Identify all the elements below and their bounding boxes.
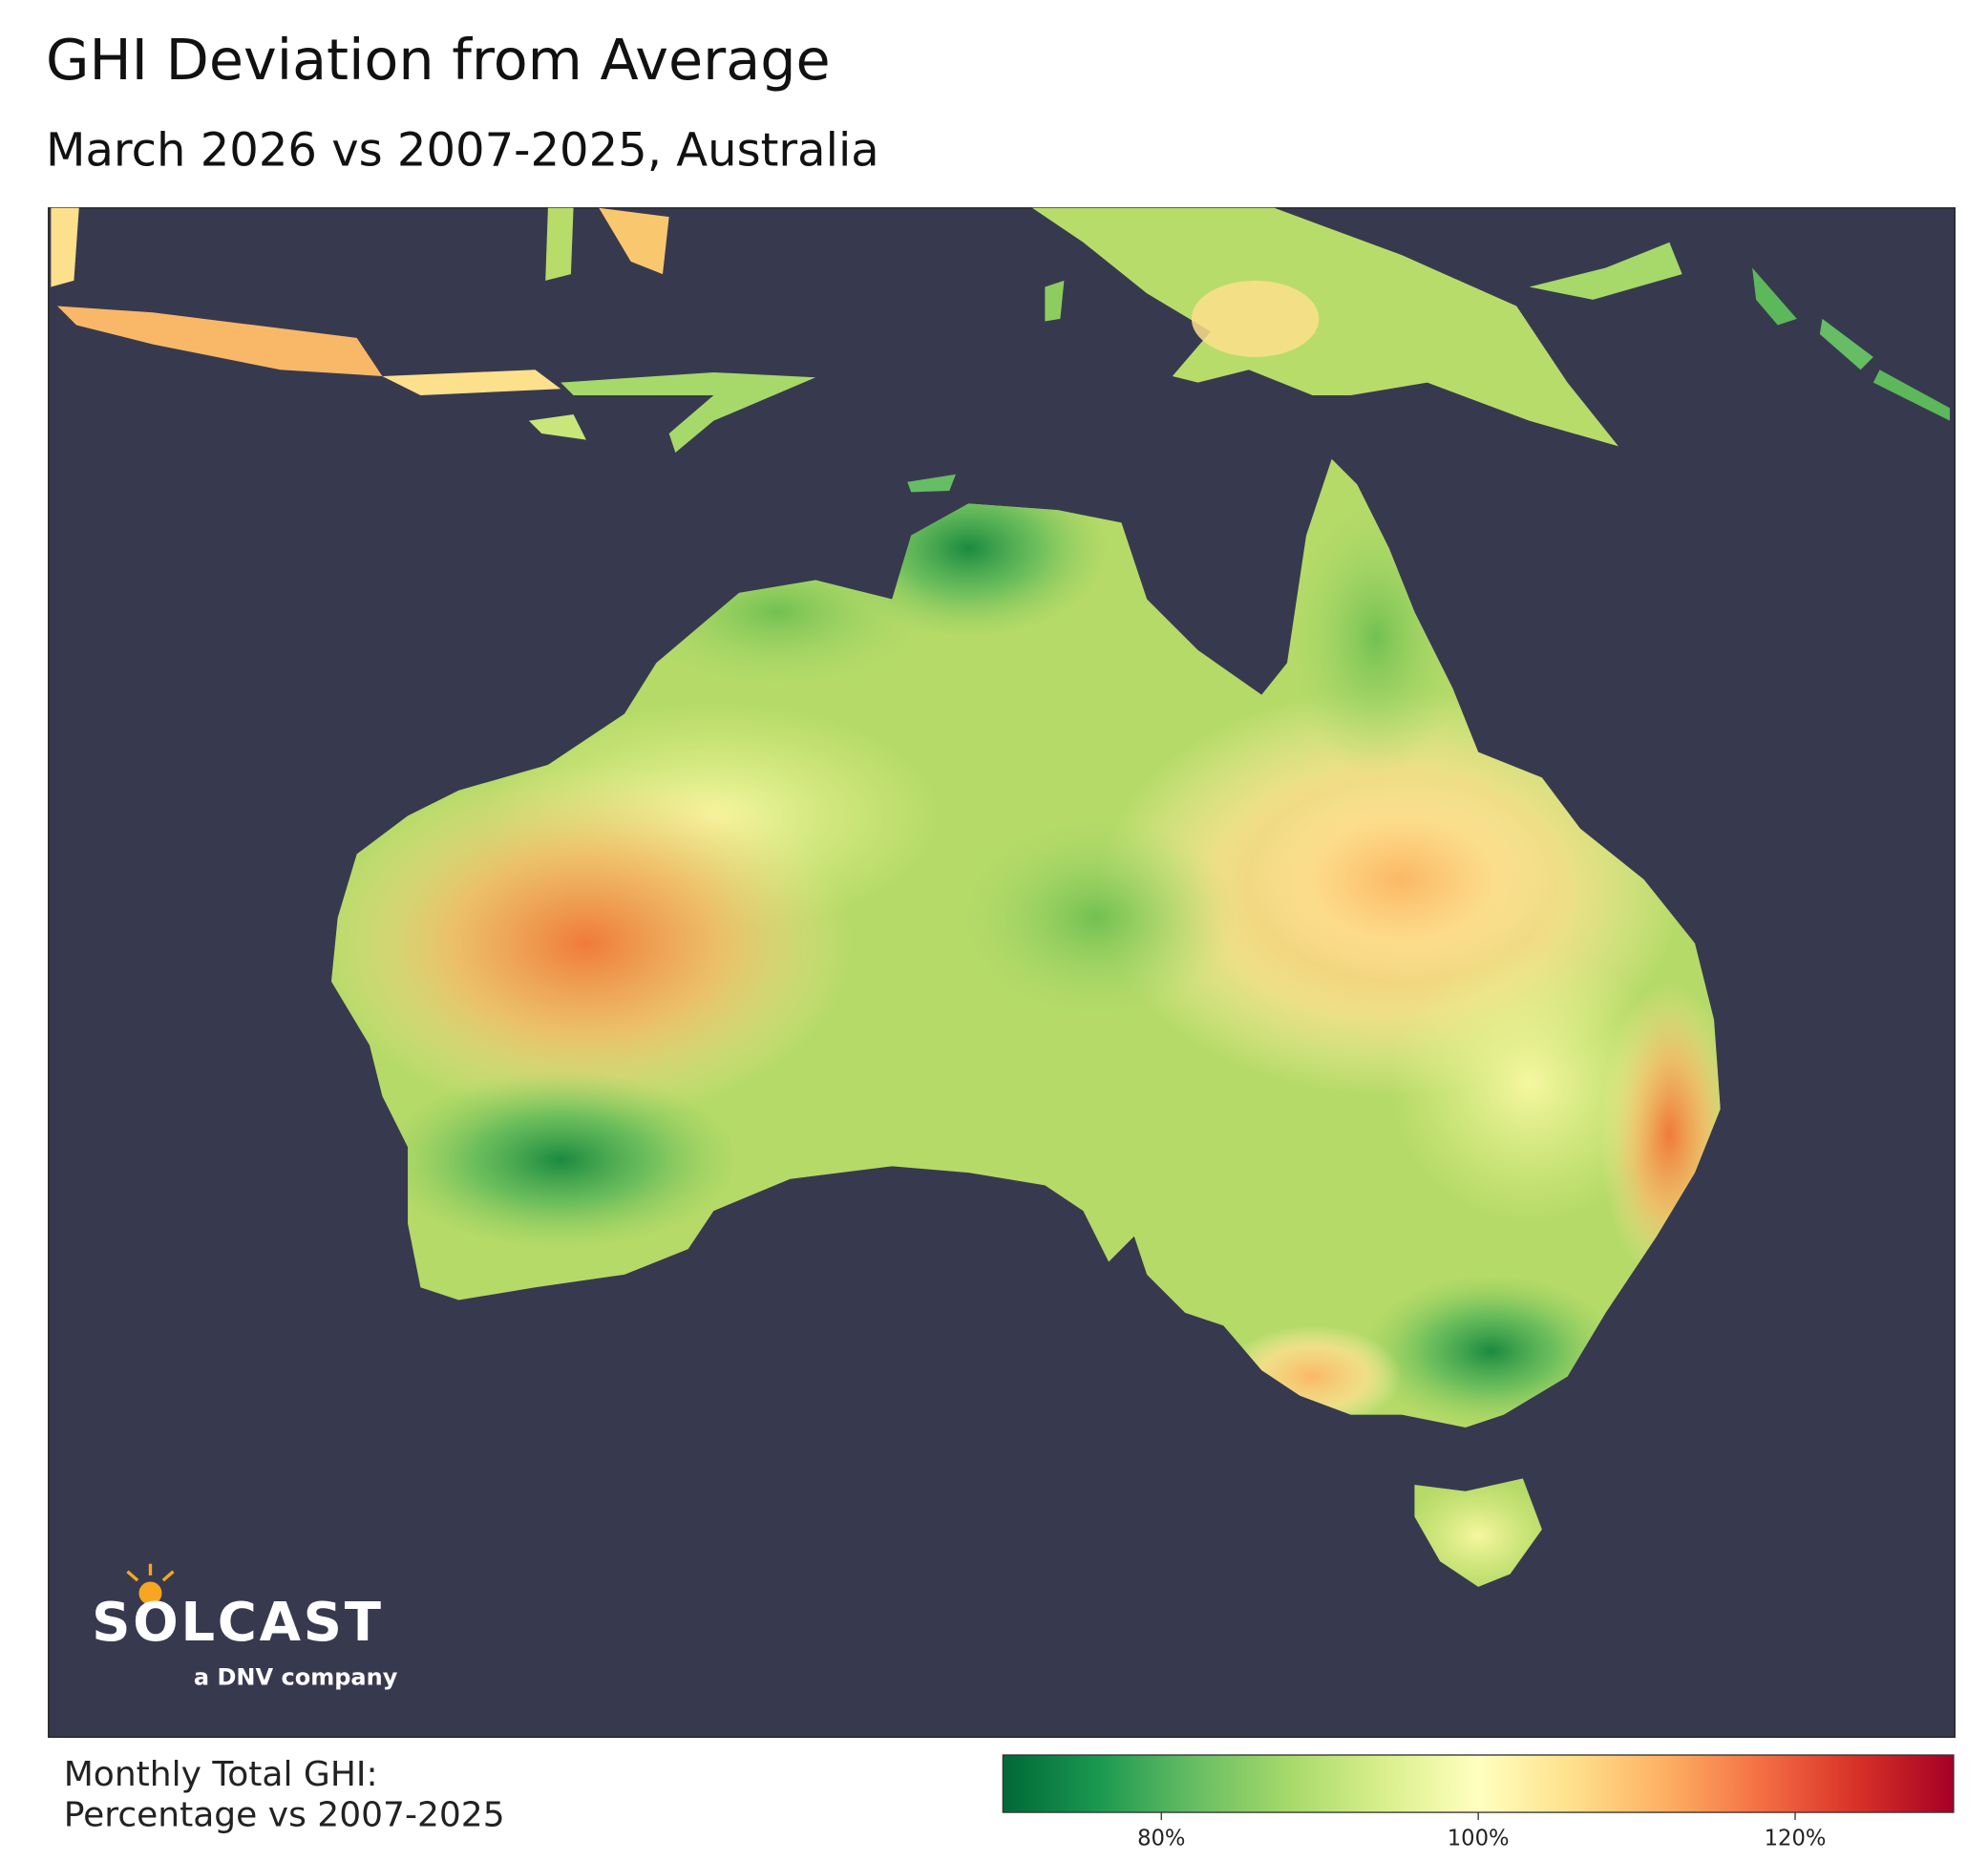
title: GHI Deviation from Average	[46, 27, 831, 93]
legend-title-line: Monthly Total GHI:	[64, 1755, 378, 1794]
logo-name: SOLCAST	[92, 1592, 384, 1654]
logo: SOLCAST a DNV company	[92, 1563, 398, 1691]
colorbar-tick-label: 100%	[1448, 1827, 1510, 1851]
legend-title: Monthly Total GHI:Percentage vs 2007-202…	[64, 1755, 505, 1835]
colorbar	[1002, 1754, 1955, 1813]
colorbar-tick-label: 120%	[1765, 1827, 1827, 1851]
colorbar-ticks: 80% 100% 120%	[1137, 1812, 1826, 1851]
logo-tagline: a DNV company	[194, 1664, 398, 1691]
colorbar-tick-label: 80%	[1137, 1827, 1185, 1851]
legend-title-line: Percentage vs 2007-2025	[64, 1796, 505, 1835]
subtitle: March 2026 vs 2007-2025, Australia	[46, 124, 879, 178]
islands	[51, 207, 1950, 493]
